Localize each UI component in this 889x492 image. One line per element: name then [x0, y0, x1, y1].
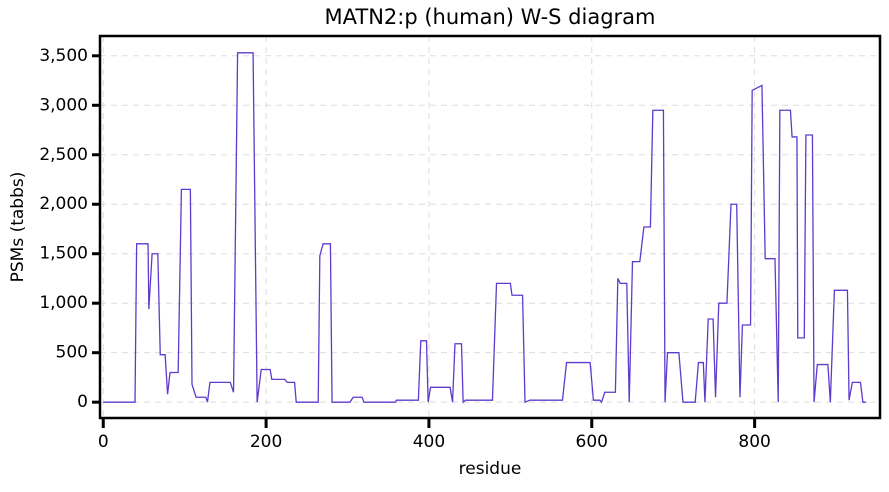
y-axis-label: PSMs (tabbs) [8, 172, 28, 283]
x-tick-label: 0 [98, 432, 109, 452]
y-tick-label: 3,500 [39, 46, 88, 66]
y-tick-label: 1,500 [39, 244, 88, 264]
y-tick-label: 2,000 [39, 194, 88, 214]
y-tick-label: 0 [77, 392, 88, 412]
x-tick-label: 400 [413, 432, 445, 452]
y-tick-label: 1,000 [39, 293, 88, 313]
data-line [103, 52, 867, 404]
x-tick-label: 600 [576, 432, 608, 452]
y-tick-label: 500 [56, 343, 88, 363]
y-tick-label: 3,000 [39, 95, 88, 115]
y-tick-label: 2,500 [39, 145, 88, 165]
x-tick-label: 800 [738, 432, 770, 452]
plot-frame [98, 34, 882, 420]
x-tick-label: 200 [250, 432, 282, 452]
x-axis-label: residue [459, 459, 522, 479]
chart-title: MATN2:p (human) W-S diagram [325, 5, 656, 29]
